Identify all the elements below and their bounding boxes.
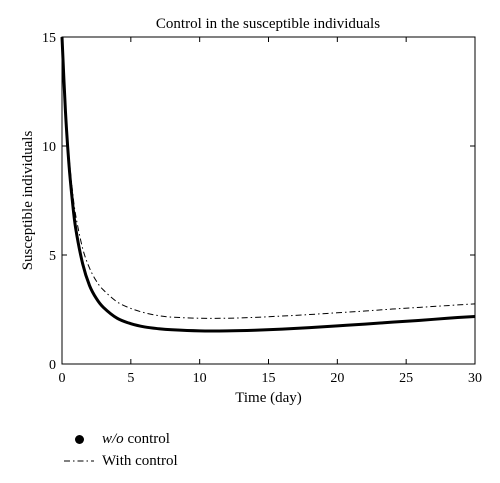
x-tick-label: 30 (468, 371, 482, 386)
plot-area-frame (61, 36, 476, 365)
legend-item-wo-control: w/o control (62, 428, 178, 450)
legend-label-with-control: With control (102, 453, 178, 469)
y-tick-label: 15 (42, 31, 56, 46)
series-wo-control-line (60, 36, 476, 333)
y-tick-label: 5 (49, 249, 56, 264)
legend-item-with-control: With control (62, 450, 178, 472)
axis-ticks: 0 5 10 15 20 25 30 0 5 10 15 (42, 31, 482, 386)
y-tick-label: 0 (49, 358, 56, 373)
y-axis-title: Susceptible individuals (20, 131, 36, 271)
x-tick-label: 25 (399, 371, 413, 386)
legend-marker-dot (62, 428, 96, 450)
y-tick-label: 10 (42, 140, 56, 155)
x-axis-title: Time (day) (235, 390, 302, 406)
series-group (60, 36, 476, 333)
x-tick-label: 10 (193, 371, 207, 386)
x-tick-label: 0 (59, 371, 66, 386)
x-tick-label: 20 (330, 371, 344, 386)
x-tick-label: 5 (127, 371, 134, 386)
legend-label-wo-control: w/o control (102, 431, 170, 447)
series-with-control-line (61, 36, 476, 319)
x-tick-label: 15 (262, 371, 276, 386)
legend: w/o control With control (62, 428, 178, 472)
legend-marker-dashdot (62, 450, 96, 472)
chart-title: Control in the susceptible individuals (156, 16, 380, 32)
